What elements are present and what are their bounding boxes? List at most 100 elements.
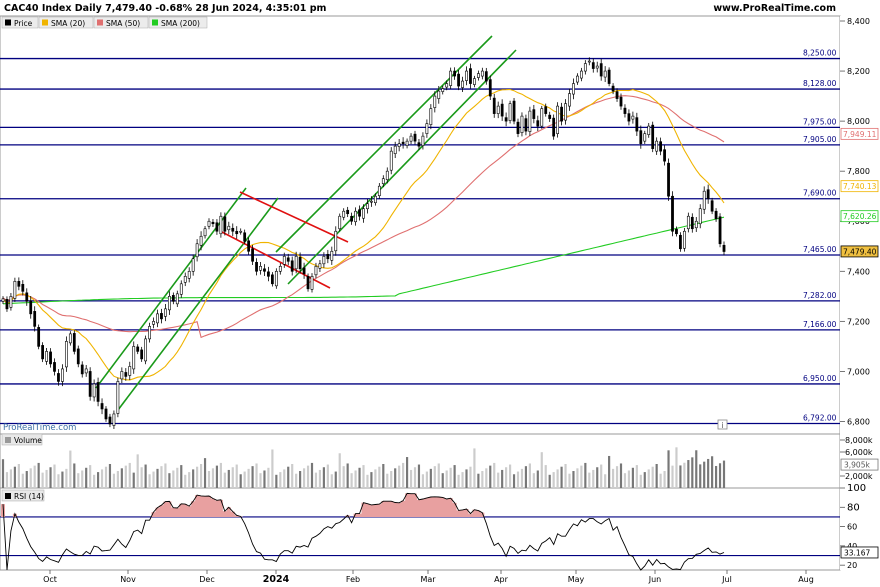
volume-bar[interactable] (604, 474, 607, 488)
price-candle[interactable] (53, 358, 56, 376)
volume-bar[interactable] (572, 471, 575, 488)
volume-bar[interactable] (57, 474, 60, 488)
volume-bar[interactable] (207, 471, 211, 488)
volume-bar[interactable] (386, 473, 389, 488)
volume-bar[interactable] (497, 472, 500, 488)
legend-item[interactable]: SMA (200) (148, 16, 208, 29)
volume-bar[interactable] (140, 467, 143, 488)
volume-bar[interactable] (49, 467, 52, 488)
price-candle[interactable] (148, 322, 151, 343)
price-candle[interactable] (322, 252, 326, 268)
price-candle[interactable] (235, 226, 239, 239)
price-candle[interactable] (203, 226, 207, 239)
volume-bar[interactable] (722, 460, 726, 488)
legend-item[interactable]: SMA (50) (93, 16, 149, 29)
price-candle[interactable] (643, 130, 647, 145)
price-candle[interactable] (488, 75, 492, 101)
price-candle[interactable] (100, 398, 104, 415)
volume-bar[interactable] (394, 468, 397, 488)
volume-bar[interactable] (703, 461, 706, 488)
volume-bar[interactable] (576, 468, 579, 488)
volume-bar[interactable] (231, 467, 234, 488)
price-candle[interactable] (25, 288, 29, 306)
price-candle[interactable] (9, 293, 13, 311)
price-candle[interactable] (318, 260, 322, 273)
price-candle[interactable] (591, 58, 595, 73)
volume-bar[interactable] (243, 471, 246, 488)
volume-bar[interactable] (667, 450, 670, 488)
price-candle[interactable] (350, 212, 354, 225)
rsi-line[interactable] (2, 492, 725, 571)
volume-bar[interactable] (314, 472, 318, 488)
volume-bar[interactable] (81, 470, 84, 488)
price-candle[interactable] (690, 213, 694, 233)
volume-bar[interactable] (227, 469, 230, 488)
volume-bar[interactable] (390, 471, 393, 488)
price-candle[interactable] (195, 239, 199, 262)
price-candle[interactable] (706, 184, 710, 204)
price-candle[interactable] (191, 254, 195, 276)
volume-bar[interactable] (556, 469, 559, 488)
volume-bar[interactable] (643, 472, 646, 488)
price-candle[interactable] (393, 141, 397, 159)
legend-item[interactable]: SMA (20) (38, 16, 94, 29)
volume-bar[interactable] (112, 473, 116, 488)
price-candle[interactable] (655, 137, 659, 155)
price-candle[interactable] (298, 252, 302, 274)
price-candle[interactable] (64, 336, 68, 372)
price-candle[interactable] (255, 258, 258, 276)
price-candle[interactable] (504, 112, 508, 127)
volume-bar[interactable] (505, 467, 508, 488)
volume-bar[interactable] (203, 458, 207, 488)
volume-bar[interactable] (263, 470, 266, 488)
volume-bar[interactable] (255, 463, 258, 488)
volume-bar[interactable] (302, 468, 306, 488)
volume-bar[interactable] (188, 472, 191, 488)
volume-bar[interactable] (136, 454, 139, 488)
volume-bar[interactable] (481, 471, 484, 488)
volume-bar[interactable] (374, 469, 377, 488)
volume-bar[interactable] (291, 464, 294, 488)
volume-bar[interactable] (128, 462, 131, 488)
price-candle[interactable] (635, 112, 639, 136)
price-candle[interactable] (401, 137, 405, 149)
volume-bar[interactable] (144, 464, 147, 488)
price-candle[interactable] (409, 133, 413, 145)
volume-bar[interactable] (465, 469, 468, 488)
volume-bar[interactable] (627, 470, 631, 488)
price-candle[interactable] (187, 267, 191, 283)
price-candle[interactable] (619, 93, 623, 110)
price-candle[interactable] (108, 413, 112, 428)
volume-bar[interactable] (21, 473, 24, 488)
price-candle[interactable] (72, 330, 76, 355)
volume-bar[interactable] (548, 474, 551, 488)
volume-bar[interactable] (41, 472, 44, 488)
price-candle[interactable] (722, 241, 726, 256)
price-candle[interactable] (278, 262, 282, 275)
price-candle[interactable] (140, 346, 144, 362)
price-candle[interactable] (405, 138, 409, 149)
price-candle[interactable] (583, 60, 587, 75)
volume-bar[interactable] (5, 472, 9, 488)
volume-bar[interactable] (489, 465, 492, 488)
volume-bar[interactable] (370, 472, 373, 488)
volume-bar[interactable] (718, 463, 722, 488)
volume-bar[interactable] (580, 465, 583, 488)
price-candle[interactable] (152, 317, 155, 329)
volume-bar[interactable] (437, 463, 440, 488)
volume-bar[interactable] (295, 473, 298, 488)
price-candle[interactable] (679, 232, 682, 252)
price-candle[interactable] (579, 67, 583, 82)
price-candle[interactable] (160, 308, 163, 324)
volume-bar[interactable] (354, 470, 357, 488)
price-candle[interactable] (41, 342, 45, 363)
price-candle[interactable] (61, 364, 64, 387)
price-candle[interactable] (540, 105, 544, 129)
price-candle[interactable] (564, 99, 567, 125)
price-candle[interactable] (314, 262, 318, 279)
volume-bar[interactable] (691, 457, 694, 488)
volume-bar[interactable] (378, 466, 381, 488)
price-candle[interactable] (694, 217, 698, 232)
volume-bar[interactable] (611, 468, 615, 488)
volume-bar[interactable] (247, 468, 250, 488)
